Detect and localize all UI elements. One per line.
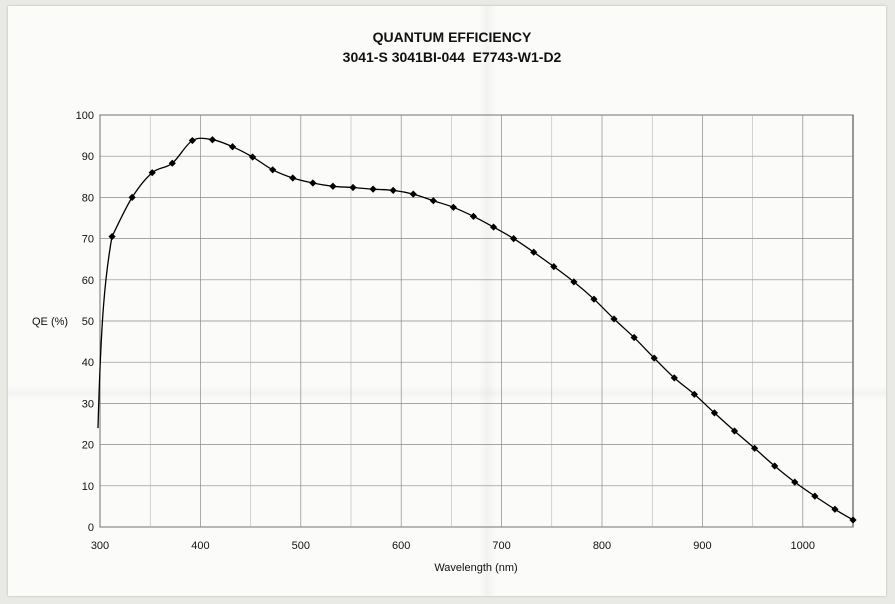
data-point-17 [449,203,458,211]
data-point-29 [690,390,698,398]
data-point-20 [510,235,518,243]
data-point-34 [791,478,799,486]
data-point-30 [710,409,719,417]
data-point-3 [168,159,176,167]
x-tick-label-7: 1000 [791,540,815,552]
y-tick-label-10: 100 [76,110,94,122]
paper-fold-vertical [478,6,496,596]
data-point-32 [751,444,759,452]
data-point-35 [811,492,819,500]
data-point-21 [530,248,538,256]
x-tick-label-4: 700 [492,540,510,552]
data-point-7 [249,153,257,161]
data-point-5 [208,136,217,144]
y-tick-label-1: 10 [82,481,94,493]
data-point-37 [849,516,857,524]
y-tick-label-3: 30 [82,398,94,410]
data-point-28 [670,374,678,382]
data-point-33 [771,462,779,470]
x-tick-label-1: 400 [191,540,209,552]
data-point-8 [269,166,277,174]
x-tick-label-6: 900 [693,540,711,552]
paper-fold-horizontal [8,386,886,400]
data-point-26 [630,333,638,342]
data-point-6 [228,143,237,151]
y-tick-label-2: 20 [82,440,94,452]
y-tick-label-9: 90 [82,151,94,163]
data-point-2 [148,169,156,177]
data-point-31 [730,427,739,435]
data-point-16 [429,197,437,205]
series-line [97,137,854,521]
y-tick-label-7: 70 [82,234,94,246]
data-point-4 [188,136,196,145]
x-tick-label-2: 500 [292,540,310,552]
x-tick-label-0: 300 [91,540,109,552]
y-tick-label-4: 40 [82,357,94,369]
y-axis-label: QE (%) [32,316,68,328]
data-point-22 [550,263,558,271]
data-point-9 [289,174,297,182]
data-point-0 [108,232,116,241]
y-tick-label-0: 0 [88,522,94,534]
y-tick-label-6: 60 [82,275,94,287]
data-point-24 [590,295,598,303]
y-tick-label-5: 50 [82,316,94,328]
paper-sheet [8,6,886,596]
data-point-18 [469,212,478,220]
data-point-10 [309,179,317,187]
gridlines [99,114,853,528]
data-point-19 [489,223,498,231]
data-point-27 [650,354,658,362]
data-point-36 [831,505,839,513]
series-markers [108,136,857,524]
chart-title: QUANTUM EFFICIENCY [373,29,532,45]
data-point-23 [570,278,578,286]
data-point-25 [610,315,618,323]
data-point-15 [409,190,417,198]
x-tick-label-5: 800 [593,540,611,552]
x-axis-label: Wavelength (nm) [434,562,517,574]
data-point-13 [369,185,377,193]
data-point-14 [389,186,397,194]
data-point-1 [128,193,136,201]
y-tick-labels: 0 10 20 30 40 50 60 70 80 90 100 [76,110,94,534]
chart-subtitle: 3041-S 3041BI-044 E7743-W1-D2 [343,49,562,65]
data-point-11 [329,182,337,190]
data-point-12 [349,183,357,192]
y-tick-label-8: 80 [82,192,94,204]
x-tick-label-3: 600 [392,540,410,552]
x-tick-labels: 300 400 500 600 700 800 900 1000 [91,540,815,552]
